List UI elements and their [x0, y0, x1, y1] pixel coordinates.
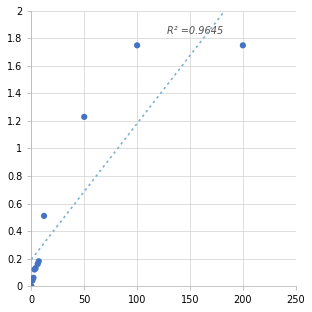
Point — [33, 266, 38, 271]
Point — [29, 284, 34, 289]
Point — [32, 267, 37, 272]
Point — [35, 261, 40, 266]
Point — [240, 43, 245, 48]
Point — [36, 259, 41, 264]
Point — [82, 115, 87, 119]
Point — [30, 278, 35, 283]
Point — [134, 43, 139, 48]
Point — [31, 275, 36, 280]
Point — [41, 213, 46, 218]
Text: R² =0.9645: R² =0.9645 — [167, 26, 223, 36]
